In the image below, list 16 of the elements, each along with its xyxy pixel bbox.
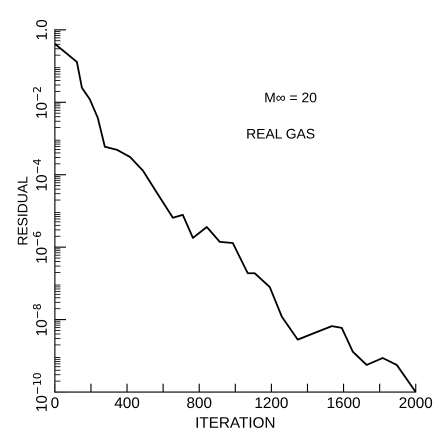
x-tick-label: 800 — [187, 397, 212, 408]
x-tick-label: 0 — [51, 397, 59, 408]
annotation: REAL GAS — [247, 128, 314, 139]
annotation: M∞ = 20 — [265, 92, 316, 102]
y-tick-label: 10$^{−4}$ — [33, 159, 47, 190]
x-tick-label: 1200 — [256, 397, 288, 408]
x-tick-label: 400 — [114, 397, 140, 408]
x-tick-label: 1600 — [328, 397, 360, 408]
y-tick-label: 10$^{−10}$ — [32, 373, 47, 411]
x-tick-label: 2000 — [400, 397, 432, 408]
y-axis-title: RESIDUAL — [18, 176, 28, 245]
y-tick-label: 10$^{−8}$ — [32, 304, 47, 336]
x-axis-title: ITERATION — [196, 417, 274, 428]
y-tick-label: 10$^{−2}$ — [32, 87, 47, 118]
y-tick-label: 10$^{−6}$ — [32, 232, 47, 263]
y-tick-label: 1.0 — [36, 20, 47, 40]
